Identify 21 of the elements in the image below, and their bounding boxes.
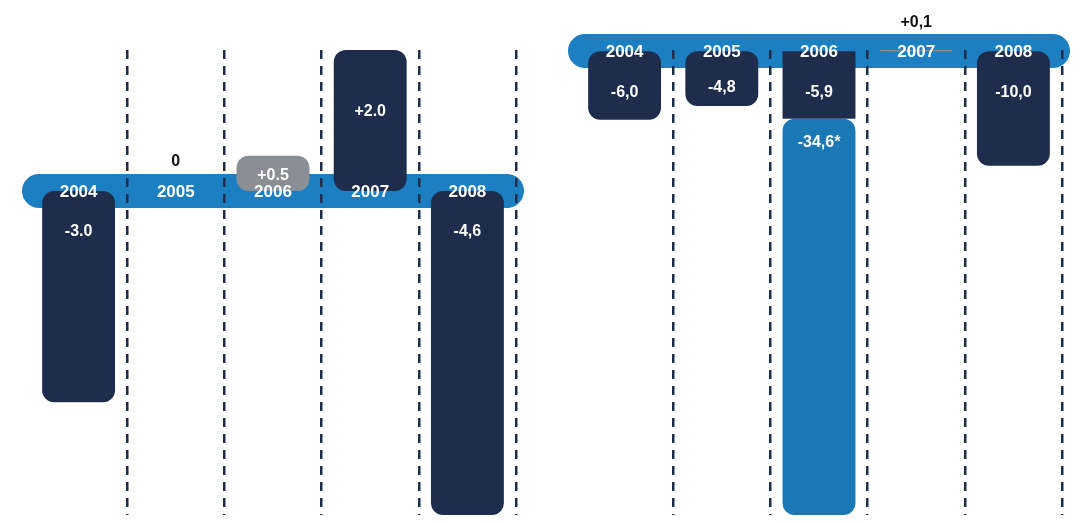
data-label: -3.0 <box>64 222 93 240</box>
x-tick-label: 2004 <box>59 181 99 201</box>
data-label: +0.5 <box>257 166 289 184</box>
x-tick-label: 2007 <box>351 181 390 201</box>
data-label: -10,0 <box>995 82 1032 100</box>
x-tick-label: 2005 <box>702 41 741 61</box>
data-label: -34,6* <box>797 133 842 151</box>
x-tick-label: 2005 <box>156 181 195 201</box>
x-tick-label: 2007 <box>897 41 936 61</box>
x-tick-label: 2006 <box>254 181 292 201</box>
x-tick-label: 2004 <box>605 41 645 61</box>
x-tick-label: 2008 <box>448 181 487 201</box>
data-label: +0,1 <box>900 12 933 30</box>
data-label: 0 <box>171 152 181 170</box>
x-tick-label: 2008 <box>994 41 1033 61</box>
data-label: +2.0 <box>354 102 387 120</box>
data-label: -4,8 <box>708 77 736 95</box>
data-label: -6,0 <box>610 82 639 100</box>
data-label: -4,6 <box>453 222 482 240</box>
data-label: -5,9 <box>805 82 833 100</box>
x-tick-label: 2006 <box>800 41 838 61</box>
